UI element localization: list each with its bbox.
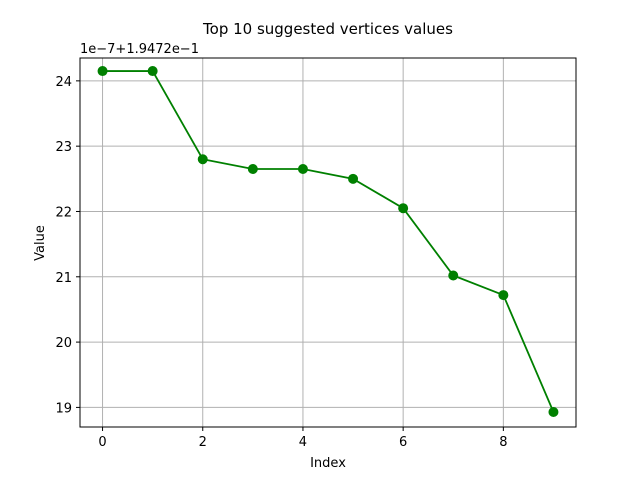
plot-area-frame <box>79 57 577 428</box>
grid <box>80 58 576 427</box>
data-point <box>498 290 509 301</box>
data-point <box>548 406 559 417</box>
data-point <box>97 66 108 77</box>
y-tick-label: 19 <box>55 401 72 416</box>
chart-title: Top 10 suggested vertices values <box>202 20 453 38</box>
x-axis-label: Index <box>310 456 346 471</box>
y-tick-label: 24 <box>55 75 72 90</box>
y-tick-label: 22 <box>55 205 72 220</box>
x-tick-label: 0 <box>98 435 106 450</box>
series-line <box>102 70 555 413</box>
x-tick-label: 6 <box>399 435 407 450</box>
y-axis-offset-text: 1e−7+1.9472e−1 <box>80 42 199 57</box>
data-point <box>398 203 409 214</box>
x-tick-label: 4 <box>299 435 307 450</box>
y-tick-label: 23 <box>55 140 72 155</box>
x-tick-label: 8 <box>499 435 507 450</box>
data-point <box>197 154 208 165</box>
data-point <box>348 173 359 184</box>
data-point <box>147 66 158 77</box>
y-tick-label: 21 <box>55 271 72 286</box>
y-axis-label: Value <box>33 225 48 261</box>
y-tick-label: 20 <box>55 336 72 351</box>
data-point <box>247 164 258 175</box>
data-point <box>448 270 459 281</box>
x-tick-label: 2 <box>199 435 207 450</box>
data-point <box>297 164 308 175</box>
series-group <box>97 66 559 417</box>
